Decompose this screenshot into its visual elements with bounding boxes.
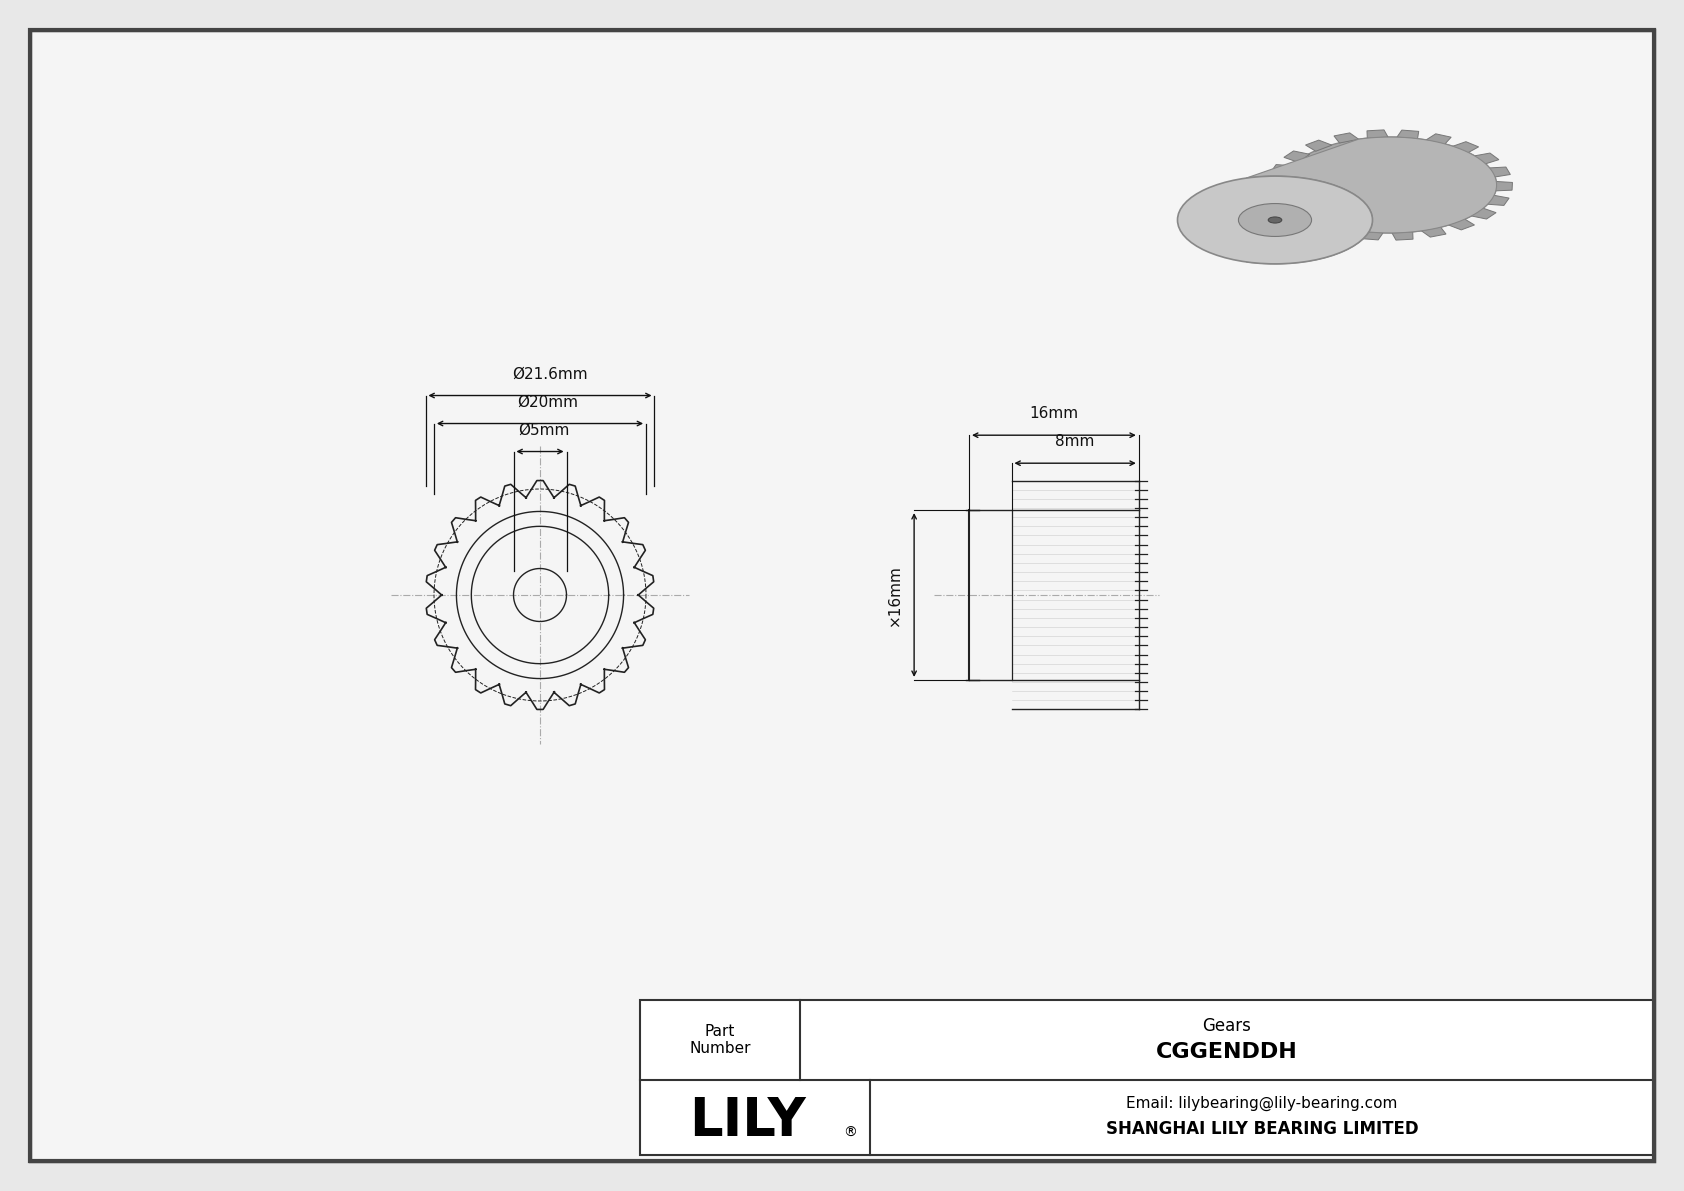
Polygon shape — [1470, 207, 1495, 219]
Polygon shape — [1487, 167, 1511, 177]
Text: CGGENDDH: CGGENDDH — [1157, 1042, 1298, 1062]
Polygon shape — [1334, 133, 1359, 143]
Ellipse shape — [1177, 176, 1372, 264]
Polygon shape — [1246, 137, 1497, 264]
Text: SHANGHAI LILY BEARING LIMITED: SHANGHAI LILY BEARING LIMITED — [1106, 1121, 1418, 1139]
Polygon shape — [1283, 151, 1310, 162]
Text: Gears: Gears — [1202, 1017, 1251, 1035]
Text: Ø21.6mm: Ø21.6mm — [512, 367, 588, 381]
Polygon shape — [1268, 179, 1287, 188]
Polygon shape — [1421, 227, 1447, 237]
Text: 8mm: 8mm — [1056, 435, 1095, 449]
Polygon shape — [1452, 142, 1479, 152]
Polygon shape — [1361, 231, 1383, 239]
Ellipse shape — [1238, 204, 1312, 237]
Polygon shape — [1305, 141, 1332, 151]
Ellipse shape — [1268, 217, 1282, 223]
Text: Email: lilybearing@lily-bearing.com: Email: lilybearing@lily-bearing.com — [1127, 1096, 1398, 1111]
Text: Ø20mm: Ø20mm — [517, 394, 579, 410]
Polygon shape — [1398, 130, 1418, 138]
Bar — [640, 1000, 1654, 1155]
Polygon shape — [1329, 226, 1354, 236]
Polygon shape — [1485, 195, 1509, 205]
Polygon shape — [1282, 206, 1307, 217]
Polygon shape — [1271, 164, 1295, 175]
Polygon shape — [1302, 217, 1327, 229]
Text: Part
Number: Part Number — [689, 1024, 751, 1056]
Polygon shape — [1426, 133, 1452, 144]
Polygon shape — [1474, 154, 1499, 164]
Polygon shape — [1393, 232, 1413, 241]
Text: ×16mm: ×16mm — [887, 565, 903, 626]
Polygon shape — [1448, 219, 1475, 230]
Text: LILY: LILY — [689, 1096, 805, 1147]
Text: 16mm: 16mm — [1029, 406, 1078, 422]
Text: Ø5mm: Ø5mm — [519, 423, 569, 437]
Polygon shape — [1270, 193, 1292, 202]
Polygon shape — [1367, 130, 1388, 138]
Text: ®: ® — [844, 1125, 857, 1140]
Polygon shape — [1494, 181, 1512, 191]
Ellipse shape — [1283, 137, 1497, 233]
